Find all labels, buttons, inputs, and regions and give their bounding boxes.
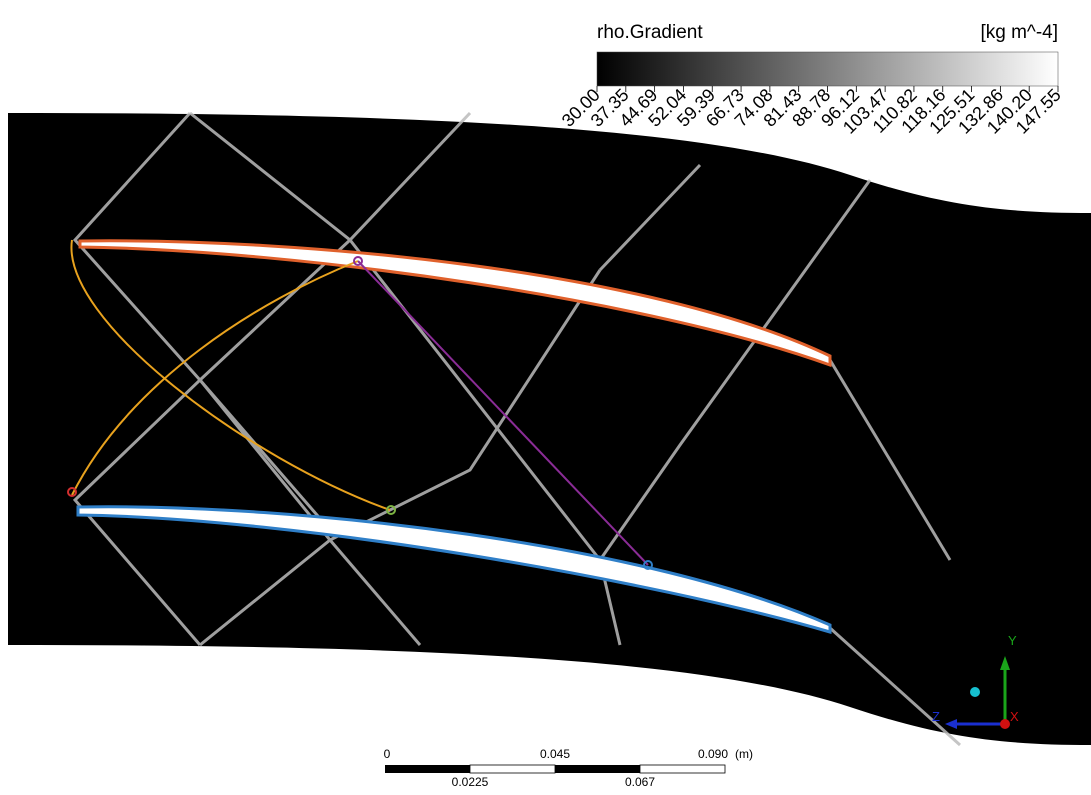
scale-label: 0.090 — [698, 747, 728, 761]
axis-label: Y — [1008, 633, 1017, 648]
colorbar — [597, 52, 1058, 86]
scale-label: 0.0225 — [452, 775, 489, 789]
scale-label: 0.067 — [625, 775, 655, 789]
scale-segment — [470, 765, 555, 773]
triad-ball — [970, 687, 980, 697]
axis-label: X — [1010, 709, 1019, 724]
page: rho.Gradient [kg m^-4] 30.0037.3544.6952… — [0, 0, 1091, 795]
legend-unit: [kg m^-4] — [980, 22, 1058, 43]
scale-label: 0.045 — [540, 747, 570, 761]
viewport: rho.Gradient [kg m^-4] 30.0037.3544.6952… — [0, 0, 1091, 790]
flow-domain — [8, 113, 1091, 745]
scale-segment — [640, 765, 725, 773]
scale-unit: (m) — [735, 747, 753, 761]
colorbar-ticks: 30.0037.3544.6952.0459.3966.7374.0881.43… — [558, 85, 1065, 138]
scale-segment — [385, 765, 470, 773]
legend-title: rho.Gradient — [597, 22, 703, 43]
axis-label: Z — [932, 709, 940, 724]
scale-label: 0 — [384, 747, 391, 761]
x-axis-dot — [1000, 719, 1010, 729]
scale-segment — [555, 765, 640, 773]
